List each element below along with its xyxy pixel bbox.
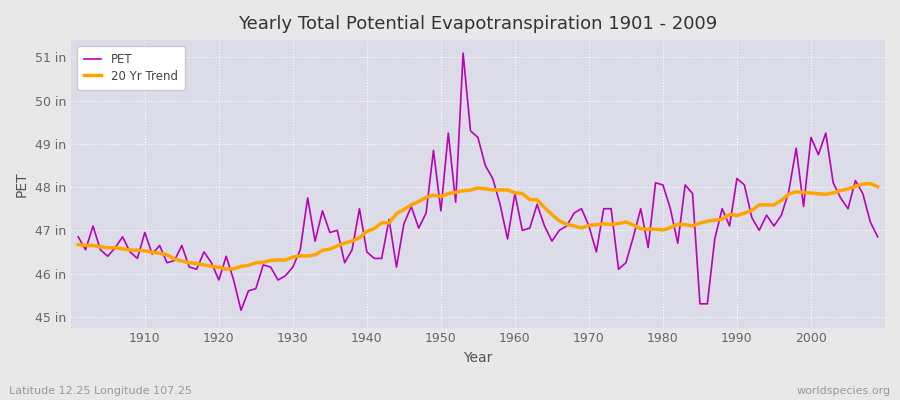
20 Yr Trend	[220, 267, 231, 272]
Line: PET: PET	[78, 53, 878, 310]
X-axis label: Year: Year	[464, 351, 492, 365]
PET	[236, 308, 247, 313]
PET	[346, 247, 357, 252]
Legend: PET, 20 Yr Trend: PET, 20 Yr Trend	[76, 46, 185, 90]
PET	[872, 234, 883, 239]
20 Yr Trend	[606, 222, 616, 227]
PET	[132, 256, 143, 261]
PET	[73, 234, 84, 239]
20 Yr Trend	[865, 181, 876, 186]
Line: 20 Yr Trend: 20 Yr Trend	[78, 184, 878, 269]
PET	[517, 228, 527, 233]
PET	[458, 51, 469, 56]
20 Yr Trend	[872, 184, 883, 189]
20 Yr Trend	[302, 254, 313, 258]
PET	[525, 226, 535, 230]
20 Yr Trend	[509, 190, 520, 195]
PET	[613, 267, 624, 272]
20 Yr Trend	[517, 191, 527, 196]
Title: Yearly Total Potential Evapotranspiration 1901 - 2009: Yearly Total Potential Evapotranspiratio…	[238, 15, 717, 33]
Text: Latitude 12.25 Longitude 107.25: Latitude 12.25 Longitude 107.25	[9, 386, 192, 396]
20 Yr Trend	[346, 239, 357, 244]
20 Yr Trend	[132, 248, 143, 252]
20 Yr Trend	[73, 242, 84, 247]
Y-axis label: PET: PET	[15, 171, 29, 197]
Text: worldspecies.org: worldspecies.org	[796, 386, 891, 396]
PET	[302, 196, 313, 200]
